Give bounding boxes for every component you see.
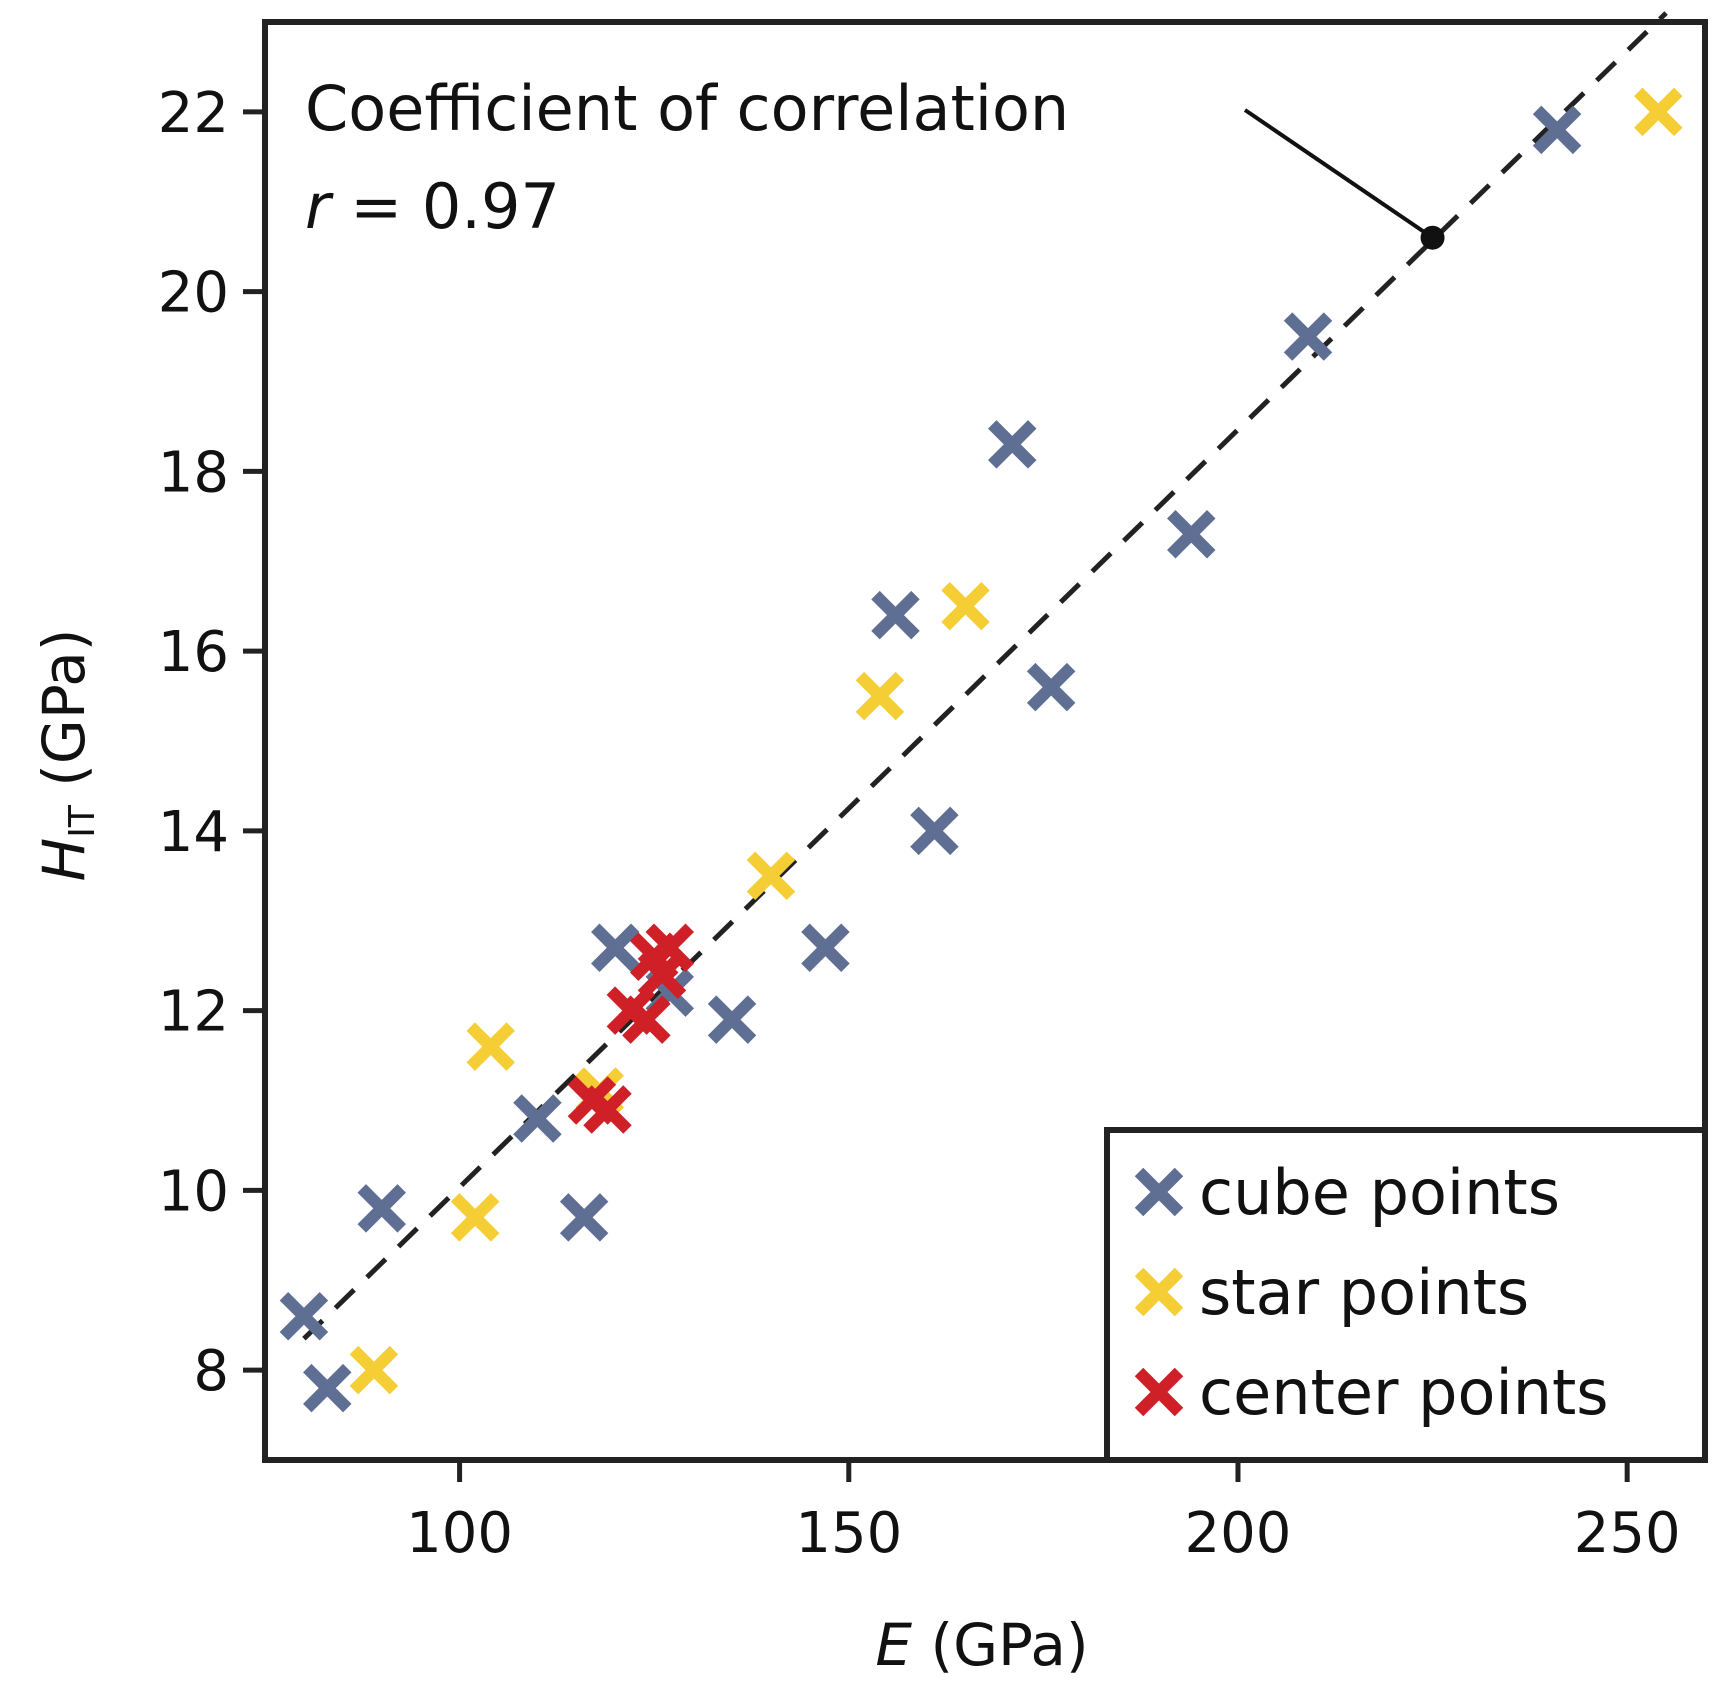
y-tick-label: 8: [193, 1339, 229, 1404]
data-point: [1026, 662, 1076, 712]
series-center-points: [567, 923, 694, 1134]
annotation-line1: Coefficient of correlation: [305, 72, 1069, 145]
data-point: [645, 923, 694, 972]
annotation-leader-line: [1243, 108, 1434, 240]
data-point: [988, 420, 1037, 469]
data-point: [1634, 87, 1683, 137]
x-tick-label: 200: [1185, 1501, 1292, 1566]
y-tick-label: 10: [158, 1159, 229, 1224]
data-point: [801, 923, 850, 972]
data-point: [707, 995, 757, 1044]
x-tick-label: 100: [406, 1501, 513, 1566]
y-tick-label: 18: [158, 440, 229, 505]
annotation-dot: [1420, 225, 1445, 250]
data-point: [1283, 312, 1333, 361]
data-point: [941, 581, 990, 631]
data-point: [303, 1363, 352, 1413]
x-tick-label: 150: [795, 1501, 902, 1566]
data-point: [855, 671, 905, 721]
y-tick-label: 22: [158, 81, 229, 146]
data-point: [1532, 105, 1582, 155]
legend-label: center points: [1199, 1356, 1609, 1429]
x-axis-label-var: E: [875, 1611, 912, 1679]
legend-label: star points: [1199, 1256, 1529, 1329]
series-star-points: [349, 87, 1683, 1395]
legend-label: cube points: [1199, 1156, 1560, 1229]
y-tick-label: 16: [158, 620, 229, 685]
annotation-r-equals: = 0.97: [331, 170, 560, 243]
data-point: [910, 806, 959, 856]
y-axis-label-var: H: [30, 838, 98, 882]
y-axis-label: HIT (GPa): [30, 629, 103, 882]
data-point: [357, 1184, 406, 1233]
data-point: [513, 1094, 562, 1143]
annotation-r-value: r = 0.97: [305, 170, 560, 243]
data-point: [583, 1085, 632, 1134]
axes-frame: [262, 19, 1708, 1463]
data-point: [1167, 510, 1216, 559]
y-axis-label-sub: IT: [62, 804, 103, 838]
data-point: [559, 1193, 609, 1242]
y-tick-label: 14: [158, 800, 229, 865]
x-axis-label-unit: (GPa): [912, 1611, 1089, 1679]
series-cube-points: [279, 105, 1582, 1413]
data-point: [466, 1022, 515, 1071]
data-point: [746, 851, 796, 901]
annotation-r-symbol: r: [305, 170, 334, 243]
legend: cube points star points center points: [1104, 1127, 1708, 1463]
data-point: [279, 1291, 329, 1341]
data-point: [349, 1345, 399, 1395]
legend-marker-star-points: [1134, 1267, 1184, 1317]
axis-labels: E (GPa) HIT (GPa): [30, 629, 1089, 1679]
x-tick-label: 250: [1574, 1501, 1681, 1566]
data-point: [591, 923, 640, 972]
y-tick-label: 20: [158, 261, 229, 326]
legend-box: [1104, 1127, 1708, 1463]
axes: 100 150 200 250 8 10 12 14 16 18 20 22: [158, 19, 1708, 1566]
legend-marker-center-points: [1134, 1367, 1184, 1417]
correlation-annotation: Coefficient of correlation r = 0.97: [305, 72, 1445, 250]
y-axis-label-unit: (GPa): [30, 629, 98, 806]
data-point: [871, 590, 920, 640]
y-tick-label: 12: [158, 980, 229, 1045]
data-points: [279, 87, 1683, 1413]
x-axis-label: E (GPa): [875, 1611, 1088, 1679]
legend-marker-cube-points: [1134, 1167, 1184, 1217]
data-point: [622, 995, 671, 1044]
data-point: [450, 1193, 500, 1242]
